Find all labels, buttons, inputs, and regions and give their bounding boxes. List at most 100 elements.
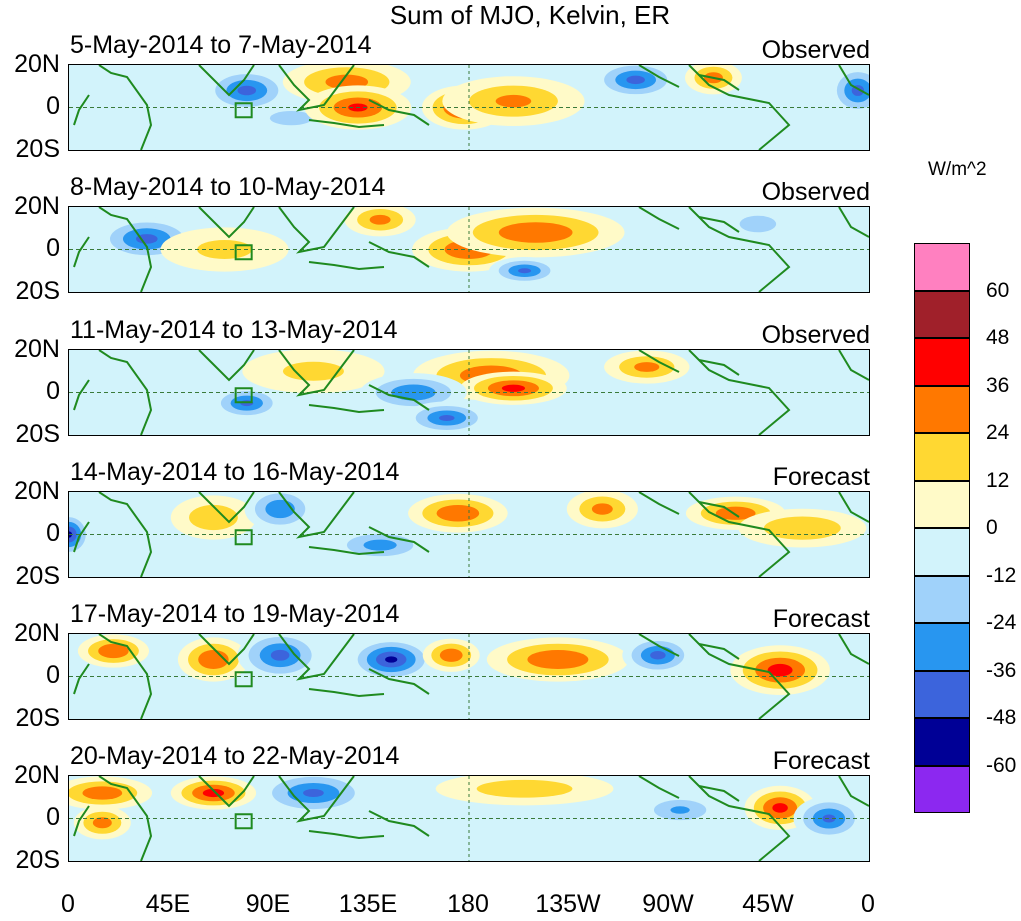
coastline xyxy=(698,74,740,91)
lat-tick-label: 0 xyxy=(46,661,60,689)
coastline xyxy=(98,65,153,150)
coastline xyxy=(368,668,430,695)
lat-tick-label: 20S xyxy=(15,704,60,732)
panel-date-label: 11-May-2014 to 13-May-2014 xyxy=(70,316,398,344)
coastline xyxy=(73,94,90,126)
negative-anomaly xyxy=(237,634,323,681)
panel-type-label: Forecast xyxy=(772,463,870,491)
negative-anomaly xyxy=(715,207,801,244)
contour-level xyxy=(626,75,645,85)
contour-level xyxy=(439,414,455,422)
contour-level xyxy=(739,215,777,233)
panel-6: 20-May-2014 to 22-May-2014 Forecast 20N 0 20… xyxy=(0,743,900,886)
coastline xyxy=(98,207,153,292)
panel-1: 5-May-2014 to 7-May-2014 Observed 20N 0 20S xyxy=(0,32,900,175)
map-svg xyxy=(69,492,869,577)
positive-anomaly xyxy=(170,495,257,540)
coastline xyxy=(278,492,355,539)
coastline xyxy=(638,350,680,373)
coastline xyxy=(638,776,680,799)
coastline xyxy=(838,492,869,523)
positive-anomaly xyxy=(242,350,385,394)
region-box xyxy=(234,244,253,261)
contour-level xyxy=(670,806,690,814)
negative-anomaly xyxy=(404,401,490,435)
coastline xyxy=(198,492,255,524)
contour-level xyxy=(439,648,463,662)
coastline xyxy=(368,99,430,126)
map-svg xyxy=(69,350,869,435)
positive-anomaly xyxy=(446,207,625,258)
contour-level xyxy=(763,516,841,540)
coastline xyxy=(638,65,680,88)
lat-tick-label: 20S xyxy=(15,135,60,163)
lat-tick-label: 0 xyxy=(46,803,60,831)
contour-level xyxy=(650,651,666,660)
contour-level xyxy=(363,539,397,551)
colorbar-cell xyxy=(914,480,970,528)
contour-level xyxy=(767,663,793,677)
panel-4: 14-May-2014 to 16-May-2014 Forecast 20N 0 20… xyxy=(0,459,900,602)
lat-tick-label: 20S xyxy=(15,846,60,874)
coastline xyxy=(98,776,153,861)
colorbar-cell xyxy=(914,243,970,291)
colorbar-tick-label: -48 xyxy=(986,706,1017,729)
positive-anomaly xyxy=(460,371,567,405)
positive-anomaly xyxy=(730,645,830,695)
contour-level xyxy=(498,222,573,243)
positive-anomaly xyxy=(408,493,508,533)
positive-anomaly xyxy=(73,806,131,840)
lat-tick-label: 20N xyxy=(14,761,60,789)
coastline xyxy=(698,643,740,660)
colorbar-tick-label: 48 xyxy=(986,326,1010,349)
lat-tick-label: 20N xyxy=(14,192,60,220)
negative-anomaly xyxy=(829,65,869,116)
contour-level xyxy=(92,817,112,829)
coastline xyxy=(838,350,869,381)
panel-type-label: Observed xyxy=(761,36,870,64)
positive-anomaly xyxy=(177,637,249,682)
positive-anomaly xyxy=(604,350,690,384)
coastline xyxy=(98,634,153,719)
coastline xyxy=(368,241,430,268)
colorbar-tick-label: -36 xyxy=(986,658,1017,682)
coastline xyxy=(308,546,385,556)
x-tick-label: 90E xyxy=(245,890,291,918)
lat-tick-label: 20S xyxy=(15,277,60,305)
coastline xyxy=(198,634,255,666)
positive-anomaly xyxy=(77,634,149,668)
lat-tick-label: 20N xyxy=(14,50,60,78)
colorbar-cell xyxy=(914,670,970,718)
coastline xyxy=(688,492,791,577)
contour-level xyxy=(265,499,295,519)
chart-title: Sum of MJO, Kelvin, ER xyxy=(389,0,671,30)
coastline xyxy=(638,207,680,230)
colorbar-tick-label: -60 xyxy=(986,753,1017,777)
coastline xyxy=(198,65,255,97)
lat-tick-label: 20S xyxy=(15,562,60,590)
region-box xyxy=(234,529,253,546)
panel-2: 8-May-2014 to 10-May-2014 Observed 20N 0 20S xyxy=(0,174,900,317)
map-plot-area xyxy=(68,206,870,293)
map-plot-area xyxy=(68,64,870,151)
positive-anomaly xyxy=(344,207,416,237)
colorbar-cell xyxy=(914,718,970,766)
lat-tick-label: 20N xyxy=(14,619,60,647)
lat-tick-label: 0 xyxy=(46,234,60,262)
negative-anomaly xyxy=(637,793,723,827)
colorbar-cell xyxy=(914,623,970,671)
contour-level xyxy=(591,503,613,515)
positive-anomaly xyxy=(486,637,629,682)
lat-tick-label: 0 xyxy=(46,92,60,120)
coastline xyxy=(278,207,355,254)
panel-3: 11-May-2014 to 13-May-2014 Observed 20N 0 20… xyxy=(0,317,900,460)
coastline xyxy=(638,634,680,657)
lat-tick-label: 20N xyxy=(14,477,60,505)
colorbar-tick-label: -24 xyxy=(986,611,1017,634)
colorbar-cell xyxy=(914,433,970,481)
colorbar-cell xyxy=(914,528,970,576)
x-tick-label: 45W xyxy=(742,890,794,918)
colorbar xyxy=(914,243,972,813)
contour-level xyxy=(495,94,532,108)
contour-level xyxy=(135,234,158,244)
